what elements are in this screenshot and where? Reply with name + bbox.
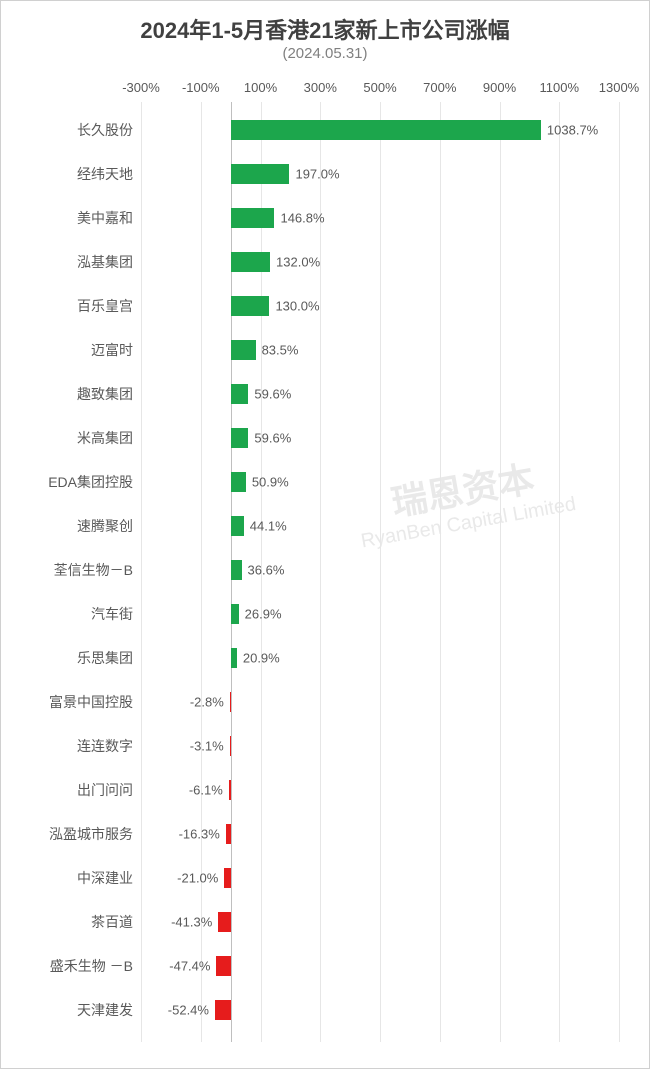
value-label: 83.5% (262, 343, 299, 358)
bar-row: 泓盈城市服务-16.3% (141, 812, 619, 856)
bar-row: 出门问问-6.1% (141, 768, 619, 812)
value-label: -6.1% (189, 783, 223, 798)
bar (231, 428, 249, 448)
bar-row: 茶百道-41.3% (141, 900, 619, 944)
value-label: 44.1% (250, 519, 287, 534)
bar-row: 米高集团59.6% (141, 416, 619, 460)
x-axis-labels: -300%-100%100%300%500%700%900%1100%1300% (141, 80, 619, 102)
plot-area: 瑞恩资本 RyanBen Capital Limited 长久股份1038.7%… (141, 102, 619, 1042)
bar (231, 296, 270, 316)
x-tick-label: 900% (483, 80, 516, 95)
value-label: -16.3% (179, 827, 220, 842)
value-label: 146.8% (280, 211, 324, 226)
chart-subtitle: (2024.05.31) (21, 45, 629, 62)
x-tick-label: 500% (363, 80, 396, 95)
value-label: 20.9% (243, 651, 280, 666)
x-tick-label: -300% (122, 80, 160, 95)
bar-row: 百乐皇宫130.0% (141, 284, 619, 328)
bar (231, 384, 249, 404)
value-label: -47.4% (169, 959, 210, 974)
bar (231, 604, 239, 624)
bar-row: 美中嘉和146.8% (141, 196, 619, 240)
value-label: 1038.7% (547, 123, 598, 138)
value-label: 26.9% (245, 607, 282, 622)
value-label: 59.6% (254, 431, 291, 446)
x-tick-label: 700% (423, 80, 456, 95)
value-label: -3.1% (190, 739, 224, 754)
bar-row: 天津建发-52.4% (141, 988, 619, 1032)
category-label: 乐思集团 (21, 648, 141, 668)
bar-row: 乐思集团20.9% (141, 636, 619, 680)
bar (231, 516, 244, 536)
chart-title: 2024年1-5月香港21家新上市公司涨幅 (21, 13, 629, 45)
bar-row: 趣致集团59.6% (141, 372, 619, 416)
bar (231, 340, 256, 360)
bar-row: 荃信生物－B36.6% (141, 548, 619, 592)
bar (229, 780, 231, 800)
value-label: 50.9% (252, 475, 289, 490)
bar-row: EDA集团控股50.9% (141, 460, 619, 504)
x-tick-label: 1100% (539, 80, 579, 95)
x-tick-label: 1300% (599, 80, 639, 95)
bar (231, 648, 237, 668)
category-label: 美中嘉和 (21, 208, 141, 228)
bar (231, 208, 275, 228)
bar (224, 868, 230, 888)
value-label: -41.3% (171, 915, 212, 930)
category-label: 迈富时 (21, 340, 141, 360)
category-label: EDA集团控股 (21, 472, 141, 492)
value-label: -2.8% (190, 695, 224, 710)
bar (215, 1000, 231, 1020)
category-label: 趣致集团 (21, 384, 141, 404)
bar-row: 富景中国控股-2.8% (141, 680, 619, 724)
category-label: 富景中国控股 (21, 692, 141, 712)
x-tick-label: 300% (304, 80, 337, 95)
value-label: -52.4% (168, 1003, 209, 1018)
category-label: 泓基集团 (21, 252, 141, 272)
category-label: 荃信生物－B (21, 560, 141, 580)
category-label: 经纬天地 (21, 164, 141, 184)
bar-row: 经纬天地197.0% (141, 152, 619, 196)
value-label: 130.0% (275, 299, 319, 314)
bar (230, 692, 231, 712)
bar-row: 长久股份1038.7% (141, 108, 619, 152)
x-tick-label: 100% (244, 80, 277, 95)
value-label: 36.6% (248, 563, 285, 578)
bar-row: 迈富时83.5% (141, 328, 619, 372)
value-label: -21.0% (177, 871, 218, 886)
category-label: 茶百道 (21, 912, 141, 932)
bar (218, 912, 230, 932)
bar (231, 472, 246, 492)
value-label: 197.0% (295, 167, 339, 182)
value-label: 59.6% (254, 387, 291, 402)
bar (226, 824, 231, 844)
gridline (619, 102, 620, 1042)
bar (231, 560, 242, 580)
bar-row: 汽车街26.9% (141, 592, 619, 636)
bar (230, 736, 231, 756)
value-label: 132.0% (276, 255, 320, 270)
category-label: 盛禾生物 －B (21, 956, 141, 976)
bar (231, 120, 541, 140)
category-label: 百乐皇宫 (21, 296, 141, 316)
category-label: 中深建业 (21, 868, 141, 888)
bar (216, 956, 230, 976)
category-label: 连连数字 (21, 736, 141, 756)
bar (231, 164, 290, 184)
bar-row: 中深建业-21.0% (141, 856, 619, 900)
chart-container: 2024年1-5月香港21家新上市公司涨幅 (2024.05.31) -300%… (0, 0, 650, 1069)
category-label: 速腾聚创 (21, 516, 141, 536)
x-tick-label: -100% (182, 80, 220, 95)
category-label: 长久股份 (21, 120, 141, 140)
category-label: 汽车街 (21, 604, 141, 624)
category-label: 出门问问 (21, 780, 141, 800)
bar-row: 泓基集团132.0% (141, 240, 619, 284)
bar-row: 连连数字-3.1% (141, 724, 619, 768)
bar (231, 252, 270, 272)
bar-row: 速腾聚创44.1% (141, 504, 619, 548)
category-label: 泓盈城市服务 (21, 824, 141, 844)
category-label: 米高集团 (21, 428, 141, 448)
bar-row: 盛禾生物 －B-47.4% (141, 944, 619, 988)
category-label: 天津建发 (21, 1000, 141, 1020)
